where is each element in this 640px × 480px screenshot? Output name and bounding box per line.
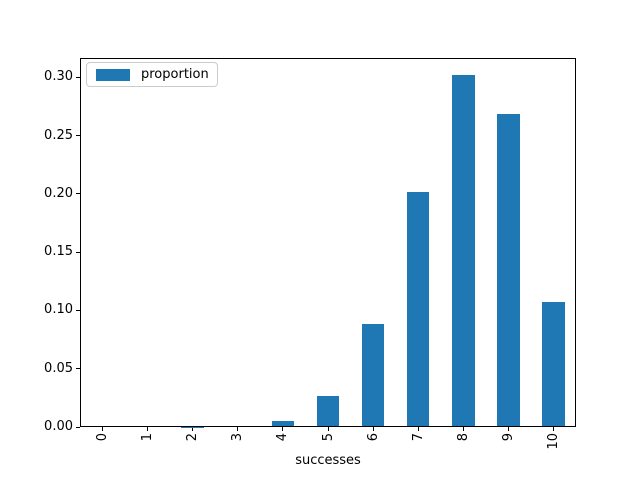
- bar: [542, 301, 565, 427]
- x-tick-mark: [282, 427, 284, 431]
- legend: proportion: [86, 62, 218, 87]
- bar: [406, 192, 430, 427]
- x-tick-mark: [507, 427, 509, 431]
- legend-label: proportion: [141, 67, 209, 82]
- x-tick-label: 4: [275, 432, 291, 441]
- bar: [226, 426, 250, 427]
- y-tick-label: 0.15: [44, 244, 73, 260]
- y-tick-label: 0.00: [44, 419, 73, 434]
- x-tick-mark: [192, 427, 194, 431]
- x-tick-mark: [327, 427, 329, 431]
- y-tick-label: 0.05: [44, 360, 73, 376]
- bar: [361, 324, 385, 427]
- x-tick-label: 1: [140, 432, 156, 441]
- legend-swatch: [96, 68, 130, 81]
- bar: [497, 114, 520, 427]
- x-tick-mark: [417, 427, 419, 431]
- bar: [452, 74, 475, 427]
- y-tick-label: 0.20: [44, 185, 73, 201]
- x-tick-label: 2: [185, 432, 201, 441]
- y-tick-mark: [76, 76, 80, 78]
- y-tick-mark: [76, 251, 80, 253]
- x-tick-mark: [552, 427, 554, 431]
- y-tick-label: 0.10: [44, 302, 73, 318]
- x-tick-mark: [372, 427, 374, 431]
- x-tick-label: 6: [365, 432, 381, 441]
- x-tick-label: 9: [500, 432, 516, 441]
- bar: [316, 396, 340, 427]
- y-tick-mark: [76, 426, 80, 428]
- y-tick-mark: [76, 193, 80, 195]
- x-axis-label: successes: [295, 453, 361, 468]
- y-tick-mark: [76, 368, 80, 370]
- x-tick-label: 3: [230, 432, 246, 441]
- bar: [271, 420, 295, 427]
- x-tick-mark: [237, 427, 239, 431]
- x-tick-mark: [462, 427, 464, 431]
- y-tick-mark: [76, 135, 80, 137]
- x-tick-label: 0: [95, 432, 111, 441]
- x-tick-mark: [147, 427, 149, 431]
- y-tick-mark: [76, 309, 80, 311]
- x-tick-mark: [102, 427, 104, 431]
- x-tick-label: 7: [410, 432, 426, 441]
- x-tick-label: 8: [455, 432, 471, 441]
- x-tick-label: 10: [545, 432, 561, 450]
- x-tick-label: 5: [320, 432, 336, 441]
- y-tick-label: 0.25: [44, 127, 73, 143]
- y-tick-label: 0.30: [44, 69, 73, 85]
